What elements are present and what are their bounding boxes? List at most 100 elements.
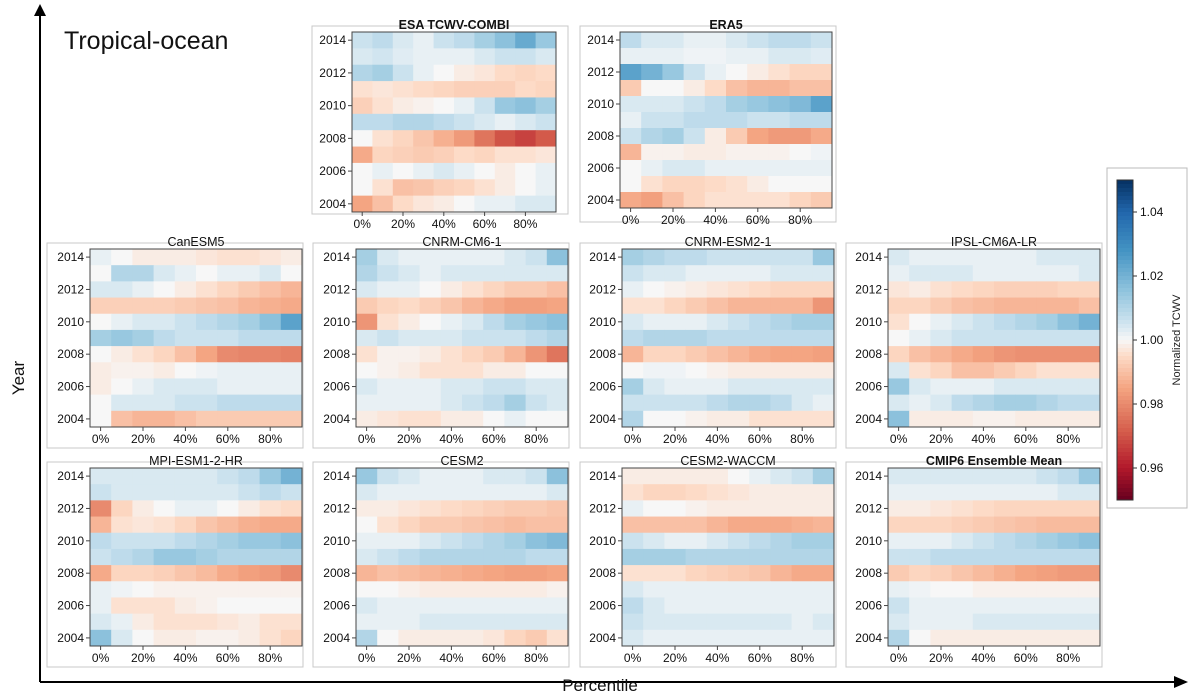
heatmap-cell bbox=[111, 500, 133, 517]
heatmap-cell bbox=[174, 565, 197, 582]
heatmap-cell bbox=[643, 410, 665, 428]
heatmap-cell bbox=[994, 362, 1016, 379]
heatmap-cell bbox=[768, 160, 790, 177]
heatmap-cell bbox=[994, 265, 1016, 282]
heatmap-cell bbox=[664, 410, 686, 428]
colorbar-step bbox=[1117, 240, 1133, 245]
heatmap-cell bbox=[419, 597, 442, 615]
heatmap-cell bbox=[153, 532, 176, 550]
heatmap-cell bbox=[728, 532, 750, 550]
heatmap-cell bbox=[515, 32, 536, 49]
x-axis-label: Percentile bbox=[562, 676, 638, 695]
heatmap-cell bbox=[398, 629, 420, 647]
heatmap-cell bbox=[994, 500, 1016, 517]
heatmap-cell bbox=[888, 329, 910, 347]
heatmap-cell bbox=[706, 597, 729, 615]
heatmap-cell bbox=[1036, 484, 1058, 501]
heatmap-cell bbox=[90, 362, 112, 379]
heatmap-cell bbox=[749, 532, 771, 550]
heatmap-cell bbox=[259, 613, 282, 631]
heatmap-cell bbox=[398, 516, 420, 534]
heatmap-cell bbox=[704, 160, 727, 177]
heatmap-cell bbox=[972, 629, 995, 647]
heatmap-cell bbox=[1057, 313, 1080, 331]
colorbar-step bbox=[1117, 484, 1133, 489]
colorbar-step bbox=[1117, 376, 1133, 381]
heatmap-cell bbox=[643, 346, 665, 363]
heatmap-cell bbox=[515, 162, 536, 180]
heatmap-cell bbox=[504, 581, 526, 598]
x-tick-label: 0% bbox=[354, 217, 372, 231]
heatmap-cell bbox=[1036, 297, 1058, 315]
heatmap-cell bbox=[196, 265, 218, 282]
heatmap-cell bbox=[685, 581, 708, 598]
heatmap-cell bbox=[535, 32, 557, 49]
heatmap-cell bbox=[454, 162, 475, 180]
heatmap-cell bbox=[1078, 329, 1101, 347]
heatmap-cell bbox=[433, 195, 455, 213]
x-tick-label: 0% bbox=[622, 213, 640, 227]
heatmap-cell bbox=[951, 281, 974, 298]
heatmap-cell bbox=[909, 532, 931, 550]
x-tick-label: 60% bbox=[216, 432, 240, 446]
heatmap-cell bbox=[546, 565, 569, 582]
heatmap-cell bbox=[483, 297, 505, 315]
heatmap-cell bbox=[377, 613, 399, 631]
heatmap-cell bbox=[810, 64, 833, 81]
heatmap-cell bbox=[546, 629, 569, 647]
heatmap-cell bbox=[747, 64, 769, 81]
heatmap-cell bbox=[749, 378, 771, 396]
heatmap-cell bbox=[972, 597, 995, 615]
heatmap-cell bbox=[419, 532, 442, 550]
heatmap-cell bbox=[259, 468, 282, 485]
heatmap-cell bbox=[440, 378, 463, 396]
heatmap-cell bbox=[546, 468, 569, 485]
heatmap-cell bbox=[474, 32, 496, 49]
colorbar-step bbox=[1117, 236, 1133, 241]
heatmap-cell bbox=[812, 329, 835, 347]
heatmap-cell bbox=[789, 112, 812, 129]
heatmap-cell bbox=[440, 468, 463, 485]
colorbar-step bbox=[1117, 292, 1133, 297]
heatmap-cell bbox=[1078, 565, 1101, 582]
heatmap-cell bbox=[217, 265, 239, 282]
panel-title: CESM2-WACCM bbox=[680, 454, 775, 468]
heatmap-cell bbox=[433, 162, 455, 180]
heatmap-cell bbox=[1015, 297, 1037, 315]
heatmap-cell bbox=[951, 581, 974, 598]
heatmap-cell bbox=[377, 410, 399, 428]
colorbar-step bbox=[1117, 428, 1133, 433]
heatmap-cell bbox=[196, 597, 218, 615]
heatmap-cell bbox=[356, 362, 378, 379]
colorbar-step bbox=[1117, 416, 1133, 421]
heatmap-cell bbox=[930, 281, 952, 298]
heatmap-cell bbox=[685, 362, 708, 379]
heatmap-cell bbox=[706, 394, 729, 412]
heatmap-cell bbox=[483, 500, 505, 517]
heatmap-cell bbox=[728, 329, 750, 347]
heatmap-cell bbox=[90, 565, 112, 582]
heatmap-cell bbox=[525, 516, 548, 534]
heatmap-cell bbox=[1078, 378, 1101, 396]
x-tick-label: 60% bbox=[748, 651, 772, 665]
heatmap-cell bbox=[749, 565, 771, 582]
heatmap-cell bbox=[352, 48, 373, 66]
heatmap-cell bbox=[812, 565, 835, 582]
heatmap-cell bbox=[398, 281, 420, 298]
colorbar-step bbox=[1117, 396, 1133, 401]
heatmap-cell bbox=[377, 362, 399, 379]
heatmap-cell bbox=[433, 81, 455, 98]
heatmap-cell bbox=[706, 249, 729, 266]
colorbar-step bbox=[1117, 452, 1133, 457]
colorbar-step bbox=[1117, 400, 1133, 405]
y-tick-label: 2004 bbox=[323, 412, 350, 426]
heatmap-cell bbox=[474, 162, 496, 180]
heatmap-cell bbox=[238, 378, 260, 396]
heatmap-cell bbox=[770, 281, 792, 298]
y-tick-label: 2008 bbox=[57, 347, 84, 361]
heatmap-cell bbox=[706, 313, 729, 331]
heatmap-cell bbox=[483, 484, 505, 501]
heatmap-cell bbox=[1036, 613, 1058, 631]
heatmap-cell bbox=[483, 516, 505, 534]
heatmap-cell bbox=[888, 581, 910, 598]
